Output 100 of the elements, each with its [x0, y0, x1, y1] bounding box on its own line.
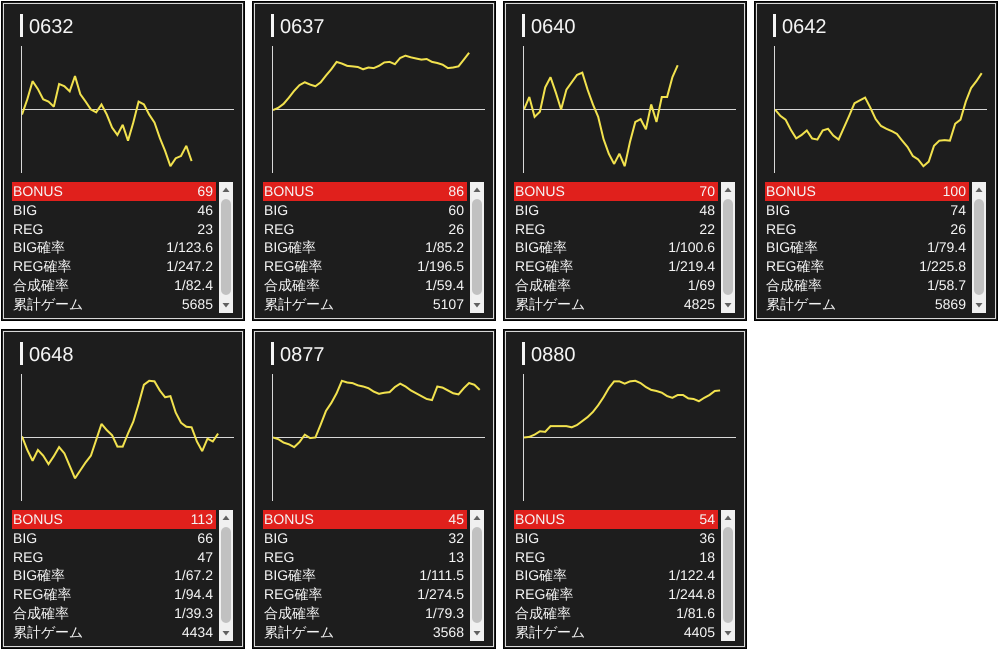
text: BONUS	[766, 182, 816, 201]
text: 26	[448, 220, 464, 238]
text: 1/225.8	[919, 257, 966, 276]
text: 1/85.2	[425, 238, 464, 258]
text: REG確率	[13, 257, 72, 276]
text: 1/123.6	[166, 238, 213, 258]
text: 74	[950, 200, 966, 220]
text: REG確率	[264, 585, 322, 604]
chart-title: 0632	[29, 15, 74, 39]
text: 累計ゲーム	[515, 294, 585, 314]
text: REG確率	[766, 257, 824, 276]
text: 5107	[432, 294, 464, 314]
text: 1/94.4	[174, 585, 213, 604]
text: 32	[448, 528, 464, 548]
text: 合成確率	[264, 604, 320, 623]
text: BIG	[13, 528, 38, 548]
text: 69	[197, 182, 213, 201]
text: 1/274.5	[417, 585, 464, 604]
text: 18	[699, 548, 715, 566]
text: 累計ゲーム	[766, 294, 836, 314]
text: 22	[699, 220, 715, 238]
text: 3568	[432, 622, 464, 642]
text: REG	[13, 548, 44, 566]
chart-title: 0642	[782, 15, 826, 39]
text: 1/67.2	[174, 566, 213, 586]
text: REG	[13, 220, 44, 238]
text: 合成確率	[13, 604, 69, 623]
text: REG確率	[515, 257, 574, 276]
text: 13	[448, 548, 464, 566]
text: REG	[766, 220, 796, 238]
text: BONUS	[515, 182, 565, 201]
text: 47	[197, 548, 213, 566]
text: BIG	[515, 200, 540, 220]
text: 合成確率	[515, 604, 571, 623]
text: BIG	[264, 200, 288, 220]
chart-title: 0648	[29, 343, 74, 367]
text: 1/39.3	[174, 604, 213, 623]
text: 1/219.4	[668, 257, 715, 276]
text: 86	[448, 182, 464, 201]
text: 5685	[182, 294, 213, 314]
text: BIG確率	[515, 566, 568, 586]
text: 累計ゲーム	[264, 294, 334, 314]
text: 1/247.2	[166, 257, 213, 276]
text: REG確率	[264, 257, 322, 276]
text: 46	[197, 200, 213, 220]
text: BONUS	[13, 182, 63, 201]
text: 累計ゲーム	[13, 622, 83, 642]
text: REG確率	[515, 585, 574, 604]
text: 100	[942, 182, 966, 201]
text: 1/100.6	[668, 238, 715, 258]
text: BIG確率	[13, 238, 66, 258]
chart-title: 0880	[531, 343, 576, 367]
text: 113	[190, 510, 213, 529]
text: 1/79.3	[425, 604, 464, 623]
text: BONUS	[264, 510, 314, 529]
text: BIG確率	[766, 238, 818, 258]
text: BIG	[766, 200, 790, 220]
text: BIG確率	[515, 238, 568, 258]
text: BONUS	[13, 510, 63, 529]
text: REG	[264, 548, 294, 566]
text: REG	[515, 548, 546, 566]
text: 1/79.4	[927, 238, 966, 258]
chart-title: 0637	[280, 15, 324, 39]
text: BIG確率	[264, 566, 316, 586]
text: BIG確率	[13, 566, 66, 586]
text: 1/59.4	[425, 276, 464, 295]
text: 1/111.5	[419, 566, 464, 586]
text: 23	[197, 220, 213, 238]
text: 66	[197, 528, 213, 548]
text: 累計ゲーム	[13, 294, 83, 314]
text: BIG確率	[264, 238, 316, 258]
text: 70	[699, 182, 715, 201]
text: REG	[264, 220, 294, 238]
text: 1/122.4	[668, 566, 715, 586]
text: 合成確率	[515, 276, 571, 295]
text: REG	[515, 220, 546, 238]
text: 4405	[684, 622, 715, 642]
text: BONUS	[515, 510, 565, 529]
text: 60	[448, 200, 464, 220]
text: 4434	[182, 622, 213, 642]
text: 45	[448, 510, 464, 529]
text: BIG	[515, 528, 540, 548]
text: 36	[699, 528, 715, 548]
text: 54	[699, 510, 715, 529]
text: 48	[699, 200, 715, 220]
text: 1/58.7	[927, 276, 966, 295]
text: 1/81.6	[676, 604, 715, 623]
text: BONUS	[264, 182, 314, 201]
text: 4825	[684, 294, 715, 314]
text: 1/69	[688, 276, 715, 295]
text: 5869	[934, 294, 966, 314]
text: 1/82.4	[174, 276, 213, 295]
text: 1/244.8	[668, 585, 715, 604]
text: BIG	[13, 200, 38, 220]
text: 累計ゲーム	[515, 622, 585, 642]
text: 合成確率	[766, 276, 822, 295]
text: 合成確率	[264, 276, 320, 295]
chart-title: 0640	[531, 15, 576, 39]
text: 累計ゲーム	[264, 622, 334, 642]
text: 合成確率	[13, 276, 69, 295]
